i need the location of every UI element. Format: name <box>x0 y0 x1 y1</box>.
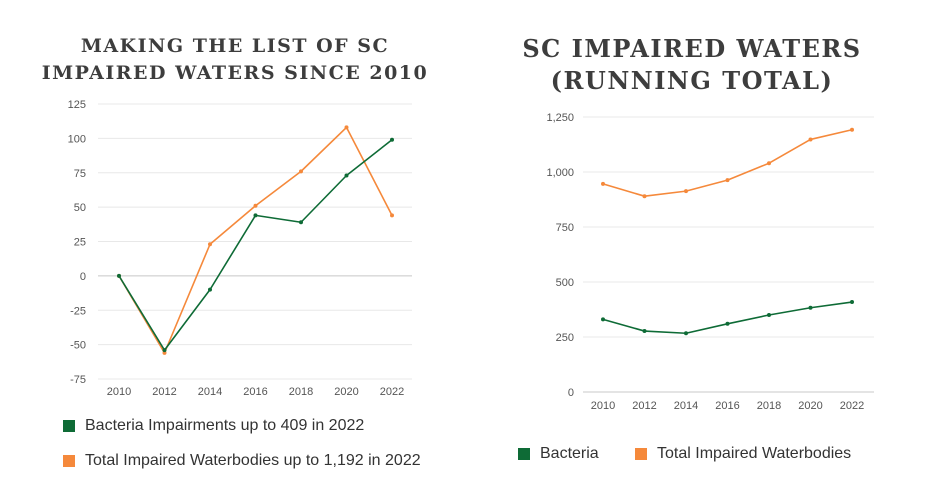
bacteria-swatch-icon <box>518 448 530 460</box>
left-x-tick-label: 2012 <box>152 386 176 398</box>
left-x-tick-label: 2020 <box>334 386 358 398</box>
total-swatch-icon <box>63 455 75 467</box>
right-bacteria-point[interactable] <box>767 313 771 317</box>
left-chart-panel: MAKING THE LIST OF SC IMPAIRED WATERS SI… <box>0 0 462 500</box>
right-y-tick-label: 250 <box>556 332 574 344</box>
right-bacteria-point[interactable] <box>601 317 605 322</box>
left-legend-label-total: Total Impaired Waterbodies up to 1,192 i… <box>85 452 421 469</box>
left-bacteria-line <box>118 139 393 351</box>
right-bacteria-point[interactable] <box>850 300 854 305</box>
right-chart-panel: SC IMPAIRED WATERS (RUNNING TOTAL) 1,250… <box>462 0 925 500</box>
left-total-point[interactable] <box>299 169 303 174</box>
left-total-point[interactable] <box>253 203 258 208</box>
right-y-tick-label: 500 <box>556 277 574 289</box>
left-y-tick-label: -25 <box>70 305 86 317</box>
right-bacteria-point[interactable] <box>808 305 813 310</box>
left-chart-title: MAKING THE LIST OF SC IMPAIRED WATERS SI… <box>41 35 429 84</box>
right-total-point[interactable] <box>601 181 605 186</box>
right-x-tick-label: 2012 <box>632 400 656 412</box>
right-legend-item-bacteria[interactable]: Bacteria <box>518 445 599 463</box>
right-total-point[interactable] <box>725 178 730 183</box>
right-bacteria-point[interactable] <box>642 329 647 334</box>
right-total-line <box>602 128 853 197</box>
left-x-tick-label: 2010 <box>107 386 131 398</box>
right-total-point[interactable] <box>850 127 854 132</box>
left-total-point[interactable] <box>344 125 349 130</box>
left-bacteria-point[interactable] <box>390 137 394 142</box>
right-total-point[interactable] <box>642 194 647 199</box>
left-y-tick-label: 50 <box>74 202 86 214</box>
right-legend-label-total: Total Impaired Waterbodies <box>657 445 852 462</box>
bacteria-swatch-icon <box>63 420 75 432</box>
right-y-tick-label: 1,250 <box>546 112 574 124</box>
left-bacteria-point[interactable] <box>344 173 349 178</box>
right-total-point[interactable] <box>808 137 813 142</box>
left-y-tick-label: -75 <box>70 374 86 386</box>
left-y-tick-label: 25 <box>74 237 86 249</box>
right-y-tick-label: 0 <box>568 387 574 399</box>
left-total-point[interactable] <box>390 213 394 218</box>
left-y-tick-label: 125 <box>68 99 86 111</box>
right-total-point[interactable] <box>684 189 688 194</box>
left-x-tick-label: 2022 <box>380 386 404 398</box>
left-y-tick-label: 100 <box>68 133 86 145</box>
left-total-point[interactable] <box>208 242 212 247</box>
left-total-line <box>118 126 393 354</box>
right-total-point[interactable] <box>767 161 771 166</box>
right-legend-label-bacteria: Bacteria <box>540 445 599 462</box>
right-y-tick-label: 1,000 <box>546 167 574 179</box>
right-chart-plot: 1,250 1,000 750 500 250 0 2010 2012 2014 2016 2018… <box>546 112 874 412</box>
left-x-tick-label: 2014 <box>198 386 222 398</box>
left-legend-item-bacteria[interactable]: Bacteria Impairments up to 409 in 2022 <box>63 417 364 435</box>
right-chart-title: SC IMPAIRED WATERS (RUNNING TOTAL) <box>522 34 862 95</box>
left-y-tick-label: 0 <box>80 271 86 283</box>
right-x-tick-label: 2014 <box>674 400 698 412</box>
right-x-tick-label: 2018 <box>757 400 781 412</box>
left-legend-item-total[interactable]: Total Impaired Waterbodies up to 1,192 i… <box>63 452 421 470</box>
right-y-tick-label: 750 <box>556 222 574 234</box>
left-legend-label-bacteria: Bacteria Impairments up to 409 in 2022 <box>85 417 365 434</box>
left-bacteria-point[interactable] <box>162 348 167 353</box>
left-total-point[interactable] <box>162 350 167 355</box>
right-x-tick-label: 2016 <box>715 400 739 412</box>
right-bacteria-line <box>602 301 853 335</box>
left-y-tick-label: 75 <box>74 168 86 180</box>
right-legend-item-total[interactable]: Total Impaired Waterbodies <box>635 445 851 463</box>
right-x-tick-label: 2010 <box>591 400 615 412</box>
left-bacteria-point[interactable] <box>208 287 212 292</box>
left-x-tick-label: 2016 <box>243 386 267 398</box>
left-x-tick-label: 2018 <box>289 386 313 398</box>
right-bacteria-point[interactable] <box>684 331 688 336</box>
left-bacteria-point[interactable] <box>299 220 303 225</box>
left-bacteria-point[interactable] <box>253 213 258 218</box>
right-bacteria-point[interactable] <box>725 321 730 326</box>
left-chart-plot: 125 100 75 50 25 0 -25 -50 -75 2010 2012 2014 2016 20… <box>68 99 412 398</box>
left-bacteria-point[interactable] <box>117 273 121 278</box>
right-x-tick-label: 2022 <box>840 400 864 412</box>
right-x-tick-label: 2020 <box>798 400 822 412</box>
left-y-tick-label: -50 <box>70 340 86 352</box>
total-swatch-icon <box>635 448 647 460</box>
